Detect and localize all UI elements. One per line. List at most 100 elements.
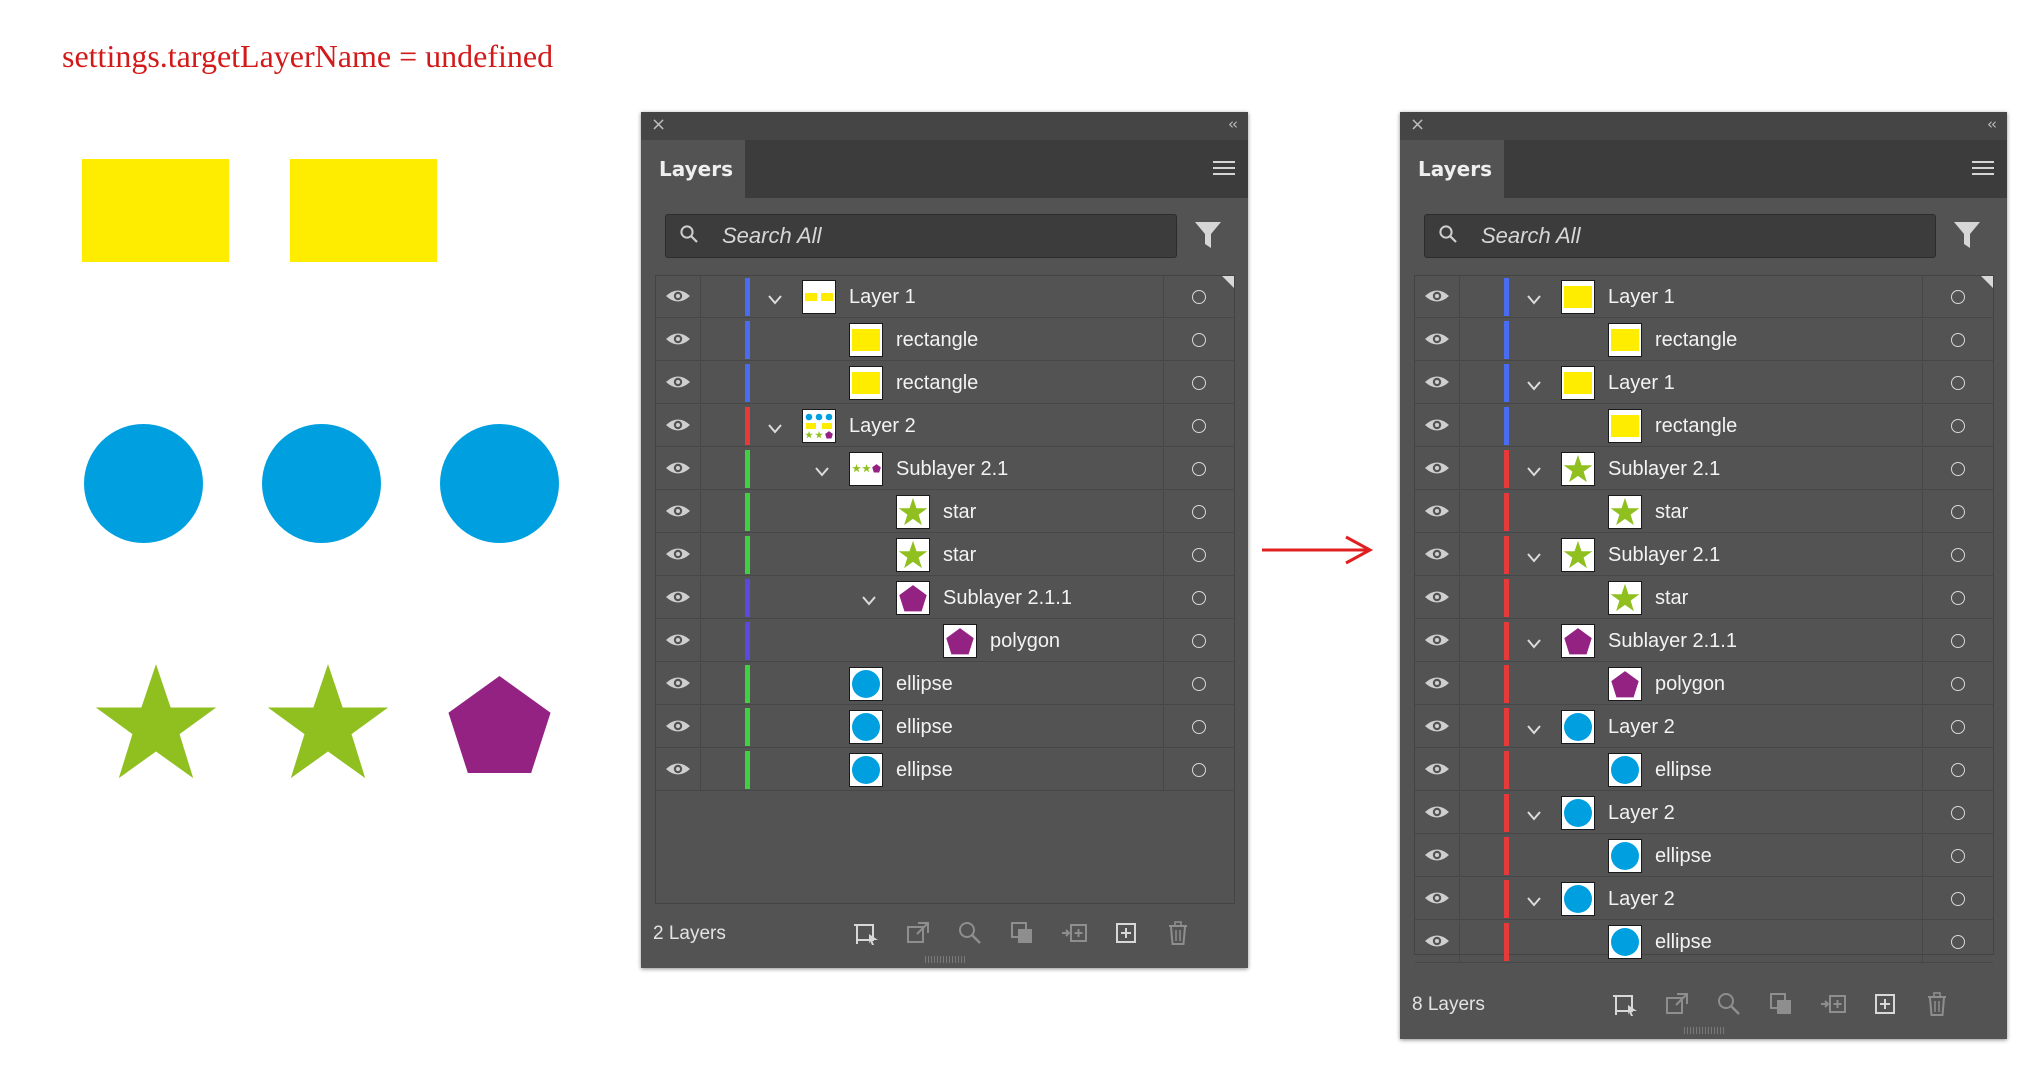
eye-icon[interactable] — [1424, 460, 1450, 476]
make-clipping-mask-icon[interactable] — [1768, 991, 1794, 1017]
target-circle-icon[interactable] — [1951, 376, 1965, 390]
eye-icon[interactable] — [665, 546, 691, 562]
row-label[interactable]: Sublayer 2.1 — [1608, 544, 1721, 566]
row-label[interactable]: polygon — [1655, 673, 1726, 695]
layer-row[interactable]: Layer 1 — [1415, 276, 1993, 318]
create-sublayer-icon[interactable] — [1061, 920, 1087, 946]
object-row[interactable]: ellipse — [656, 663, 1234, 705]
object-row[interactable]: star — [1415, 577, 1993, 619]
collect-for-export-icon[interactable] — [853, 920, 879, 946]
eye-icon[interactable] — [1424, 933, 1450, 949]
layer-row[interactable]: Layer 2 — [1415, 706, 1993, 748]
chevron-down-icon[interactable] — [1527, 290, 1541, 305]
row-label[interactable]: rectangle — [896, 329, 979, 351]
layer-row[interactable]: Sublayer 2.1 — [1415, 448, 1993, 490]
export-icon[interactable] — [1664, 991, 1690, 1017]
row-label[interactable]: ellipse — [896, 716, 953, 738]
row-label[interactable]: star — [943, 544, 977, 566]
layer-row[interactable]: Layer 1 — [656, 276, 1234, 318]
target-circle-icon[interactable] — [1951, 290, 1965, 304]
chevron-down-icon[interactable] — [1527, 806, 1541, 821]
eye-icon[interactable] — [1424, 847, 1450, 863]
close-icon[interactable]: × — [651, 114, 667, 135]
search-input[interactable] — [722, 215, 1102, 257]
row-label[interactable]: star — [1655, 587, 1689, 609]
filter-icon[interactable] — [1953, 220, 1981, 250]
new-layer-icon[interactable] — [1872, 991, 1898, 1017]
collect-for-export-icon[interactable] — [1612, 991, 1638, 1017]
target-circle-icon[interactable] — [1192, 548, 1206, 562]
eye-icon[interactable] — [665, 374, 691, 390]
target-circle-icon[interactable] — [1951, 935, 1965, 949]
layer-row[interactable]: Sublayer 2.1 — [656, 448, 1234, 490]
target-circle-icon[interactable] — [1951, 505, 1965, 519]
eye-icon[interactable] — [1424, 632, 1450, 648]
layer-row[interactable]: Sublayer 2.1.1 — [656, 577, 1234, 619]
tab-layers[interactable]: Layers — [1400, 140, 1504, 198]
object-row[interactable]: star — [1415, 491, 1993, 533]
eye-icon[interactable] — [1424, 546, 1450, 562]
row-label[interactable]: Layer 2 — [1608, 888, 1675, 910]
eye-icon[interactable] — [1424, 718, 1450, 734]
object-row[interactable]: ellipse — [656, 749, 1234, 791]
object-row[interactable]: star — [656, 491, 1234, 533]
target-circle-icon[interactable] — [1951, 419, 1965, 433]
row-label[interactable]: Layer 2 — [1608, 802, 1675, 824]
row-label[interactable]: ellipse — [1655, 759, 1712, 781]
layer-row[interactable]: Layer 2 — [656, 405, 1234, 447]
target-circle-icon[interactable] — [1192, 634, 1206, 648]
search-input[interactable] — [1481, 215, 1861, 257]
eye-icon[interactable] — [1424, 503, 1450, 519]
row-label[interactable]: ellipse — [1655, 845, 1712, 867]
row-label[interactable]: Layer 1 — [1608, 372, 1675, 394]
row-label[interactable]: star — [1655, 501, 1689, 523]
layer-row[interactable]: Sublayer 2.1.1 — [1415, 620, 1993, 662]
collapse-panel-icon[interactable]: ‹‹ — [1228, 115, 1238, 133]
row-label[interactable]: Sublayer 2.1 — [1608, 458, 1721, 480]
row-label[interactable]: rectangle — [1655, 329, 1738, 351]
row-label[interactable]: Sublayer 2.1.1 — [943, 587, 1072, 609]
chevron-down-icon[interactable] — [862, 591, 876, 606]
locate-object-icon[interactable] — [957, 920, 983, 946]
eye-icon[interactable] — [1424, 331, 1450, 347]
create-sublayer-icon[interactable] — [1820, 991, 1846, 1017]
eye-icon[interactable] — [665, 503, 691, 519]
chevron-down-icon[interactable] — [1527, 892, 1541, 907]
chevron-down-icon[interactable] — [815, 462, 829, 477]
eye-icon[interactable] — [665, 460, 691, 476]
row-label[interactable]: Layer 2 — [1608, 716, 1675, 738]
eye-icon[interactable] — [1424, 374, 1450, 390]
eye-icon[interactable] — [665, 632, 691, 648]
object-row[interactable]: polygon — [656, 620, 1234, 662]
eye-icon[interactable] — [665, 718, 691, 734]
row-label[interactable]: star — [943, 501, 977, 523]
row-label[interactable]: ellipse — [1655, 931, 1712, 953]
make-clipping-mask-icon[interactable] — [1009, 920, 1035, 946]
eye-icon[interactable] — [665, 589, 691, 605]
layer-row[interactable]: Sublayer 2.1 — [1415, 534, 1993, 576]
target-circle-icon[interactable] — [1192, 376, 1206, 390]
target-circle-icon[interactable] — [1192, 677, 1206, 691]
export-icon[interactable] — [905, 920, 931, 946]
target-circle-icon[interactable] — [1951, 892, 1965, 906]
object-row[interactable]: rectangle — [1415, 405, 1993, 447]
object-row[interactable]: ellipse — [656, 706, 1234, 748]
target-circle-icon[interactable] — [1951, 634, 1965, 648]
chevron-down-icon[interactable] — [768, 419, 782, 434]
row-label[interactable]: Sublayer 2.1.1 — [1608, 630, 1737, 652]
object-row[interactable]: rectangle — [1415, 319, 1993, 361]
panel-menu-icon[interactable] — [1972, 161, 1994, 175]
new-layer-icon[interactable] — [1113, 920, 1139, 946]
object-row[interactable]: ellipse — [1415, 749, 1993, 791]
delete-icon[interactable] — [1924, 991, 1950, 1017]
eye-icon[interactable] — [665, 417, 691, 433]
target-circle-icon[interactable] — [1951, 462, 1965, 476]
row-label[interactable]: Layer 2 — [849, 415, 916, 437]
row-label[interactable]: Layer 1 — [1608, 286, 1675, 308]
eye-icon[interactable] — [1424, 589, 1450, 605]
target-circle-icon[interactable] — [1951, 333, 1965, 347]
object-row[interactable]: star — [656, 534, 1234, 576]
object-row[interactable]: rectangle — [656, 319, 1234, 361]
target-circle-icon[interactable] — [1192, 462, 1206, 476]
object-row[interactable]: ellipse — [1415, 835, 1993, 877]
